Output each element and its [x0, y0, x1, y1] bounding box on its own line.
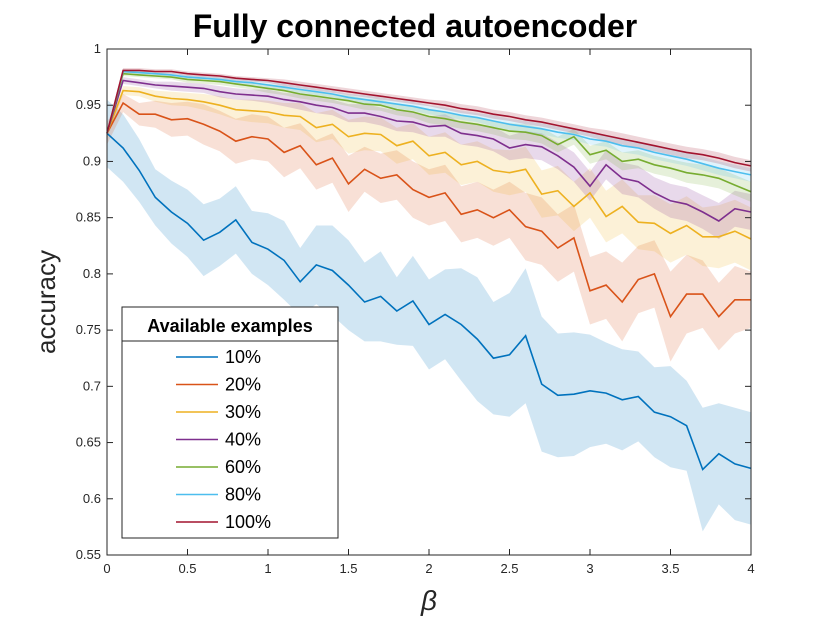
chart-title: Fully connected autoencoder: [192, 8, 638, 44]
band-20pct: [107, 94, 751, 362]
y-tick-label: 0.65: [76, 435, 101, 450]
band-10pct: [107, 99, 751, 532]
x-tick-label: 1: [264, 561, 271, 576]
x-tick-label: 2: [425, 561, 432, 576]
legend-title: Available examples: [147, 316, 312, 336]
x-tick-label: 0.5: [178, 561, 196, 576]
band-30pct: [107, 86, 751, 271]
y-tick-label: 0.55: [76, 547, 101, 562]
x-tick-label: 4: [747, 561, 754, 576]
line-100pct: [106, 69, 752, 167]
x-axis-label: β: [420, 585, 437, 616]
x-tick-label: 1.5: [339, 561, 357, 576]
legend-label: 100%: [225, 512, 271, 532]
legend-label: 20%: [225, 375, 261, 395]
y-tick-label: 0.95: [76, 97, 101, 112]
legend-items: 10% 20% 30% 40% 60% 80% 100%: [176, 347, 271, 532]
line-40pct: [106, 79, 752, 222]
y-tick-label: 0.85: [76, 210, 101, 225]
legend-label: 10%: [225, 347, 261, 367]
y-tick-label: 0.9: [83, 153, 101, 168]
legend-label: 40%: [225, 430, 261, 450]
y-tick-label: 0.8: [83, 266, 101, 281]
legend-label: 80%: [225, 485, 261, 505]
y-tick-label: 0.6: [83, 491, 101, 506]
line-30pct: [106, 89, 752, 240]
line-80pct: [106, 70, 752, 176]
legend-box: [121, 306, 339, 539]
legend: Available examples 10% 20% 30% 40% 60% 80% 100…: [121, 306, 339, 539]
y-tick-label: 0.7: [83, 378, 101, 393]
band-40pct: [107, 77, 751, 239]
x-tick-label: 3: [586, 561, 593, 576]
y-tick-label: 1: [94, 41, 101, 56]
y-axis: 0.55 0.6 0.65 0.7 0.75 0.8 0.85 0.9 0.95 1: [76, 41, 751, 562]
line-20pct: [106, 101, 751, 319]
y-tick-label: 0.75: [76, 322, 101, 337]
x-axis: 0 0.5 1 1.5 2 2.5 3 3.5 4: [103, 49, 755, 576]
x-tick-label: 3.5: [661, 561, 679, 576]
legend-label: 60%: [225, 457, 261, 477]
line-10pct: [106, 132, 752, 471]
confidence-bands: [107, 68, 751, 532]
legend-label: 30%: [225, 402, 261, 422]
y-axis-label: accuracy: [31, 250, 61, 354]
series-lines: [106, 69, 752, 471]
x-tick-label: 2.5: [500, 561, 518, 576]
line-60pct: [106, 72, 752, 193]
x-tick-label: 0: [103, 561, 110, 576]
